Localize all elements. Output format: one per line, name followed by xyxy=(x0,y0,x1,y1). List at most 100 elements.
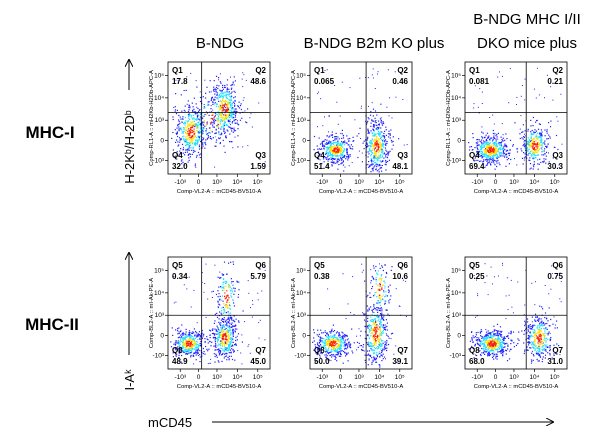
event-dot xyxy=(373,154,375,156)
event-dot xyxy=(228,284,230,286)
event-dot xyxy=(506,156,508,158)
event-dot xyxy=(322,125,324,127)
event-dot xyxy=(325,341,327,343)
event-dot xyxy=(223,335,225,337)
event-dot xyxy=(176,133,178,135)
event-dot xyxy=(380,298,382,300)
event-dot xyxy=(336,150,338,152)
event-dot xyxy=(196,334,198,336)
event-dot xyxy=(376,163,378,165)
event-dot xyxy=(537,159,539,161)
event-dot xyxy=(376,126,378,129)
event-dot xyxy=(334,155,336,157)
event-dot xyxy=(336,360,338,362)
event-dot xyxy=(381,279,383,281)
event-dot xyxy=(381,165,383,166)
event-dot xyxy=(389,150,391,152)
event-dot xyxy=(521,137,523,139)
event-dot xyxy=(175,354,177,356)
event-dot xyxy=(323,145,325,147)
event-dot xyxy=(528,153,530,155)
event-dot xyxy=(221,318,223,320)
event-dot xyxy=(170,346,173,348)
event-dot xyxy=(217,330,219,332)
event-dot xyxy=(374,294,376,296)
event-dot xyxy=(190,122,193,124)
event-dot xyxy=(341,144,343,146)
event-dot xyxy=(471,339,473,341)
event-dot xyxy=(378,149,380,151)
event-dot xyxy=(385,144,387,146)
event-dot xyxy=(490,154,492,156)
event-dot xyxy=(341,148,343,150)
event-dot xyxy=(195,359,197,361)
event-dot xyxy=(485,149,487,151)
event-dot xyxy=(219,89,221,91)
event-dot xyxy=(223,278,225,280)
event-dot xyxy=(185,138,187,140)
event-dot xyxy=(193,338,195,340)
event-dot xyxy=(330,161,332,163)
event-dot xyxy=(199,96,202,99)
event-dot xyxy=(342,342,344,344)
column-title-3-line-2: DKO mice plus xyxy=(477,35,577,52)
event-dot xyxy=(223,145,225,147)
event-dot xyxy=(476,139,478,141)
event-dot xyxy=(189,107,191,109)
quadrant-q7-name: Q7 xyxy=(255,346,266,355)
event-dot xyxy=(477,159,479,161)
event-dot xyxy=(200,124,202,126)
event-dot xyxy=(194,150,196,152)
event-dot xyxy=(184,129,187,131)
event-dot xyxy=(378,132,380,134)
event-dot xyxy=(379,313,382,315)
event-dot xyxy=(370,144,372,146)
event-dot xyxy=(204,125,206,127)
event-dot xyxy=(229,126,231,128)
event-dot xyxy=(239,119,241,121)
event-dot xyxy=(199,116,202,118)
event-dot xyxy=(226,290,228,292)
event-dot xyxy=(484,136,486,138)
event-dot xyxy=(181,345,184,347)
event-dot xyxy=(370,319,372,321)
event-dot xyxy=(210,108,212,110)
event-dot xyxy=(191,126,194,129)
event-dot xyxy=(402,99,404,100)
event-dot xyxy=(214,99,216,101)
event-dot xyxy=(180,337,182,339)
event-dot xyxy=(319,345,321,347)
event-dot xyxy=(477,141,479,143)
event-dot xyxy=(372,68,374,70)
event-dot xyxy=(197,334,199,336)
event-dot xyxy=(195,349,197,351)
event-dot xyxy=(516,151,519,153)
event-dot xyxy=(226,305,229,307)
event-dot xyxy=(191,136,193,138)
event-dot xyxy=(218,113,220,115)
event-dot xyxy=(220,105,223,108)
event-dot xyxy=(372,349,374,351)
event-dot xyxy=(533,132,535,134)
event-dot xyxy=(220,337,223,339)
event-dot xyxy=(502,140,504,142)
event-dot xyxy=(187,100,189,102)
event-dot xyxy=(343,156,345,158)
event-dot xyxy=(364,280,366,282)
event-dot xyxy=(333,339,335,341)
event-dot xyxy=(225,305,227,308)
event-dot xyxy=(189,342,191,344)
event-dot xyxy=(561,143,563,145)
event-dot xyxy=(483,149,486,151)
event-dot xyxy=(496,151,498,153)
event-dot xyxy=(530,136,532,138)
event-dot xyxy=(336,148,338,150)
event-dot xyxy=(187,345,189,347)
event-dot xyxy=(205,144,207,146)
event-dot xyxy=(226,301,228,303)
event-dot xyxy=(529,159,531,162)
event-dot xyxy=(495,160,497,162)
event-dot xyxy=(192,335,194,338)
event-dot xyxy=(330,134,332,136)
event-dot xyxy=(369,164,371,166)
